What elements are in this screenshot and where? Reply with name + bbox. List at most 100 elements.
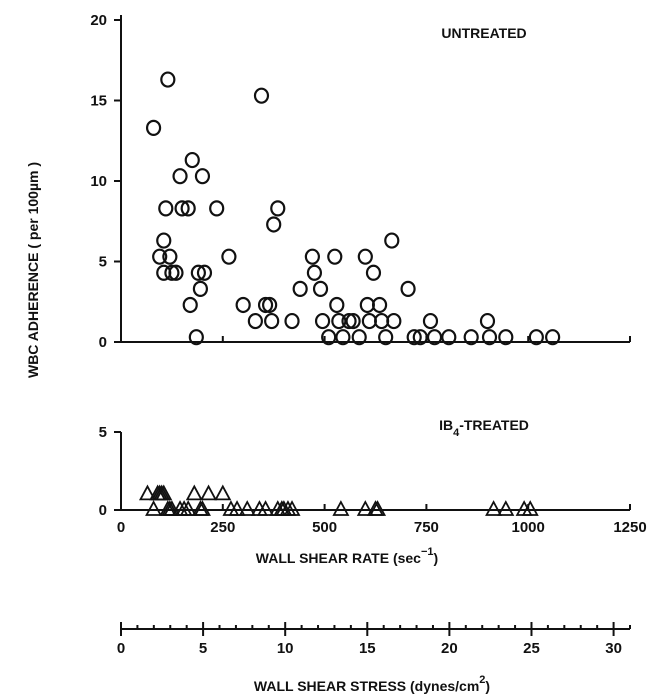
data-point — [327, 248, 343, 265]
data-point — [422, 312, 439, 330]
data-point — [366, 500, 385, 516]
y-tick-label: 0 — [99, 334, 107, 351]
data-point — [332, 500, 350, 516]
data-point — [312, 280, 329, 297]
data-point — [441, 329, 457, 346]
data-point — [292, 280, 308, 297]
data-point — [270, 200, 286, 217]
stress-tick-label: 30 — [605, 640, 622, 657]
ib4-title-subscript: 4 — [453, 427, 460, 439]
data-point — [479, 312, 496, 330]
data-point — [214, 484, 232, 501]
ib4-title-prefix: IB — [439, 417, 453, 433]
data-point — [138, 484, 156, 501]
data-point — [463, 329, 479, 346]
data-point — [180, 200, 196, 217]
shear-rate-title-main: WALL SHEAR RATE (sec — [256, 550, 421, 566]
data-point — [485, 500, 503, 516]
data-point — [184, 151, 200, 169]
data-point — [164, 264, 180, 281]
data-point — [168, 264, 184, 281]
stress-tick-label: 0 — [117, 640, 125, 657]
y-tick-label: 15 — [90, 93, 107, 110]
data-point — [257, 296, 274, 314]
data-point — [247, 312, 263, 330]
x-tick-label: 250 — [210, 519, 235, 536]
data-point — [283, 500, 301, 516]
data-point — [163, 500, 181, 516]
data-point — [209, 200, 225, 217]
data-point — [196, 264, 213, 281]
stress-tick-label: 15 — [359, 640, 376, 657]
data-point — [235, 296, 251, 314]
data-point — [264, 312, 280, 330]
data-point — [371, 296, 388, 314]
data-point — [386, 312, 402, 330]
data-point — [160, 71, 176, 88]
data-point — [497, 500, 515, 516]
data-point — [192, 280, 209, 297]
shear-rate-title-superscript: −1 — [421, 546, 434, 558]
data-point — [194, 168, 211, 185]
data-point — [356, 500, 374, 516]
data-point — [306, 264, 323, 281]
data-point — [498, 329, 514, 346]
data-point — [412, 329, 428, 346]
data-point — [284, 312, 300, 330]
data-point — [174, 200, 190, 217]
data-point — [145, 119, 162, 136]
data-point — [172, 168, 188, 185]
x-tick-label: 1250 — [613, 519, 646, 536]
data-point — [351, 329, 367, 346]
x-tick-label: 750 — [414, 519, 439, 536]
data-point — [357, 248, 373, 265]
stress-title-superscript: 2 — [479, 674, 485, 686]
stress-tick-label: 20 — [441, 640, 458, 657]
data-point — [341, 312, 357, 330]
stress-axis-title: WALL SHEAR STRESS (dynes/cm2) — [254, 674, 490, 694]
ib4-treated-panel: IB4-TREATED 0 5 0 250 500 750 1000 1250 WALL S… — [99, 417, 647, 566]
stress-title-close: ) — [485, 678, 490, 694]
data-point — [238, 500, 256, 516]
data-point — [361, 312, 377, 330]
data-point — [190, 264, 206, 281]
data-point — [481, 329, 498, 346]
x-tick-label: 0 — [117, 519, 125, 536]
data-point — [266, 216, 282, 233]
data-point — [185, 484, 203, 501]
stress-tick-label: 25 — [523, 640, 540, 657]
data-point — [188, 329, 204, 346]
x-tick-label: 1000 — [512, 519, 545, 536]
data-point — [145, 500, 163, 516]
data-point — [152, 248, 168, 265]
data-point — [406, 329, 422, 346]
ib4-title-suffix: -TREATED — [459, 417, 529, 433]
stress-tick-label: 5 — [199, 640, 207, 657]
data-point — [179, 500, 197, 516]
data-point — [384, 232, 400, 249]
data-point — [321, 329, 337, 346]
shear-rate-title-close: ) — [434, 550, 439, 566]
data-point — [359, 296, 375, 314]
data-point — [193, 500, 211, 516]
y-tick-label: 0 — [99, 502, 107, 519]
y-axis-title: WBC ADHERENCE ( per 100µm ) — [25, 162, 41, 378]
data-point — [221, 248, 237, 265]
data-point — [400, 280, 416, 297]
data-point — [182, 296, 198, 314]
data-point — [162, 248, 178, 265]
data-point — [335, 329, 351, 346]
data-point — [378, 329, 394, 346]
untreated-panel: UNTREATED 0 5 10 15 20 — [90, 12, 631, 351]
data-point — [365, 264, 382, 281]
data-point — [528, 329, 544, 346]
y-tick-label: 10 — [90, 173, 107, 190]
stress-tick-label: 10 — [277, 640, 294, 657]
data-point — [426, 329, 443, 346]
data-point — [345, 312, 361, 330]
data-point — [314, 312, 331, 330]
data-point — [257, 500, 275, 516]
data-point — [545, 329, 561, 346]
y-tick-label: 5 — [99, 254, 107, 271]
